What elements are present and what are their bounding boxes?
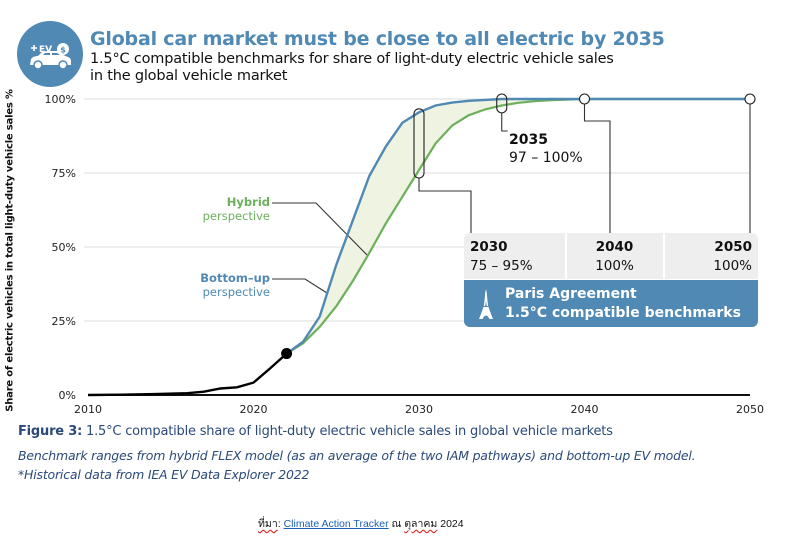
series-line-hybrid — [286, 97, 750, 355]
y-tick-label: 25% — [52, 315, 76, 328]
x-tick-label: 2030 — [405, 403, 433, 416]
ev-logo-badge: EV $ — [17, 21, 83, 87]
annotation-2035: 2035 97 – 100% — [509, 131, 583, 167]
x-tick-label: 2040 — [571, 403, 599, 416]
annotation-capsule-2030 — [413, 108, 425, 179]
annotation-point-2040 — [578, 93, 591, 105]
x-tick-label: 2050 — [736, 403, 764, 416]
benchmark-2040-year: 2040 — [595, 239, 634, 255]
benchmark-cell-2050: 2050 100% — [663, 233, 758, 279]
benchmark-2050-range: 100% — [713, 258, 752, 274]
y-tick-labels: 0% 25% 50% 75% 100% — [45, 93, 76, 402]
note-line-2: *Historical data from IEA EV Data Explor… — [18, 467, 310, 482]
paris-agreement-text: Paris Agreement 1.5°C compatible benchma… — [505, 285, 741, 323]
svg-text:EV: EV — [39, 45, 52, 55]
source-middle: ณ — [388, 518, 405, 530]
benchmark-values-row: 2030 75 – 95% 2040 100% 2050 100% — [464, 233, 758, 279]
annotation-markers — [281, 93, 756, 360]
annotation-capsule-2035 — [496, 93, 508, 114]
label-bottom-up-bold: Bottom–up — [200, 271, 270, 285]
figure-caption-label: Figure 3: — [18, 424, 83, 439]
annotation-2035-year: 2035 — [509, 132, 548, 148]
x-tick-labels: 2010 2020 2030 2040 2050 — [74, 403, 764, 416]
y-tick-label: 100% — [45, 93, 76, 106]
source-month: ตุลาคม — [404, 518, 438, 530]
figure-notes: Benchmark ranges from hybrid FLEX model … — [18, 446, 696, 484]
figure-caption: Figure 3: 1.5°C compatible share of ligh… — [18, 424, 613, 439]
benchmark-2030-year: 2030 — [470, 239, 508, 255]
latest-data-point-marker — [281, 348, 293, 360]
y-tick-label: 75% — [52, 167, 76, 180]
label-hybrid-perspective: Hybrid perspective — [198, 195, 270, 223]
x-tick-label: 2010 — [74, 403, 102, 416]
x-tick-label: 2020 — [240, 403, 268, 416]
subtitle-line-1: 1.5°C compatible benchmarks for share of… — [90, 51, 614, 67]
source-prefix: ที่มา — [258, 518, 278, 530]
paris-agreement-banner: Paris Agreement 1.5°C compatible benchma… — [464, 280, 758, 327]
svg-text:$: $ — [60, 45, 66, 54]
figure-caption-text: 1.5°C compatible share of light-duty ele… — [82, 424, 613, 439]
leader-line-hybrid-label — [272, 202, 369, 257]
benchmark-range-band — [286, 99, 750, 354]
chart-subtitle: 1.5°C compatible benchmarks for share of… — [90, 51, 690, 85]
source-line: ที่มา: Climate Action Tracker ณ ตุลาคม 2… — [258, 515, 464, 532]
leader-line-2040 — [583, 104, 611, 233]
ev-car-charging-icon: EV $ — [30, 43, 71, 70]
source-colon: : — [277, 518, 284, 530]
chart-title: Global car market must be close to all e… — [90, 28, 665, 50]
source-year: 2024 — [437, 518, 464, 530]
y-tick-label: 0% — [59, 389, 76, 402]
y-tick-label: 50% — [52, 241, 76, 254]
benchmark-box: 2030 75 – 95% 2040 100% 2050 100% Paris … — [464, 233, 758, 327]
label-bottom-up-text: perspective — [202, 285, 270, 299]
leader-line-2030 — [418, 178, 472, 233]
leader-line-2035 — [501, 112, 508, 132]
source-link[interactable]: Climate Action Tracker — [283, 518, 389, 530]
benchmark-cell-2040: 2040 100% — [565, 233, 662, 279]
leader-line-bottom-up-label — [272, 278, 328, 294]
subtitle-line-2: in the global vehicle market — [90, 68, 288, 84]
label-hybrid-bold: Hybrid — [226, 195, 270, 209]
benchmark-2050-year: 2050 — [714, 239, 752, 255]
benchmark-cell-2030: 2030 75 – 95% — [464, 233, 564, 279]
annotation-leader-lines — [272, 104, 751, 294]
paris-line-1: Paris Agreement — [505, 286, 637, 302]
label-bottom-up-perspective: Bottom–up perspective — [190, 271, 270, 299]
eiffel-tower-icon — [479, 289, 493, 319]
benchmark-2040-range: 100% — [595, 258, 634, 274]
label-hybrid-text: perspective — [202, 209, 270, 223]
series-line-historical — [87, 352, 288, 397]
annotation-point-2050 — [744, 93, 756, 105]
benchmark-2030-range: 75 – 95% — [470, 258, 533, 274]
annotation-2035-range: 97 – 100% — [509, 150, 583, 166]
note-line-1: Benchmark ranges from hybrid FLEX model … — [18, 448, 696, 463]
series-line-bottom-up — [285, 97, 750, 355]
paris-line-2: 1.5°C compatible benchmarks — [505, 305, 741, 321]
